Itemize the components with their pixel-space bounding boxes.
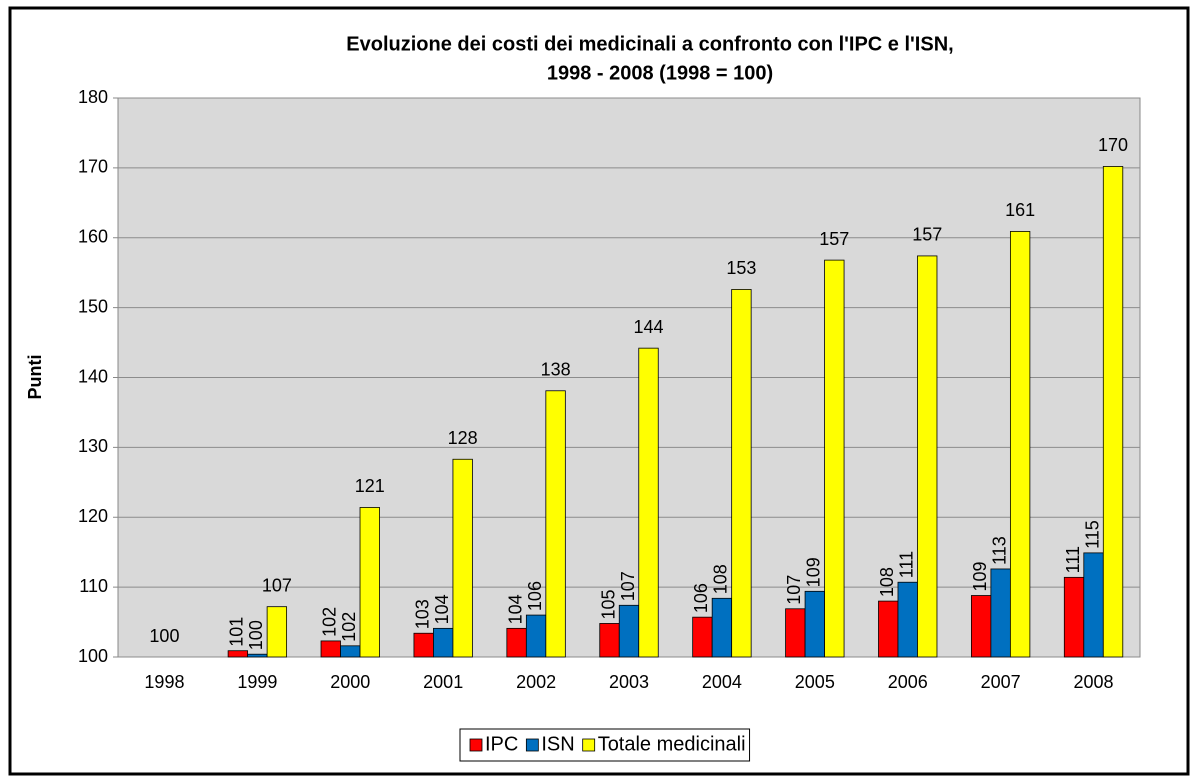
data-label: 121 [355,476,385,496]
bar [970,595,992,658]
bar [1102,166,1124,658]
bar [897,581,918,658]
data-label: 109 [804,557,824,587]
data-label: 161 [1005,200,1035,220]
data-label: 144 [633,317,663,337]
bar [1083,552,1104,658]
bar [433,627,454,658]
data-label: 102 [320,607,340,637]
chart-subtitle: 1998 - 2008 (1998 = 100) [547,62,773,84]
data-label: 105 [598,589,618,619]
data-label: 107 [784,575,804,605]
bar [1009,231,1031,658]
legend-label: IPC [485,733,518,755]
data-label: 157 [912,225,942,245]
y-tick-label: 170 [78,157,108,177]
y-tick-label: 130 [78,436,108,456]
y-tick-label: 160 [78,227,108,247]
data-label: 106 [525,581,545,611]
y-axis-label: Punti [25,355,45,400]
data-label: 101 [227,617,247,647]
bar [320,640,341,658]
x-tick-label: 2007 [981,672,1021,692]
bar [711,597,733,658]
data-label: 115 [1082,520,1102,549]
data-label: 102 [339,612,359,642]
chart-title: Evoluzione dei costi dei medicinali a co… [346,33,953,55]
bar [990,568,1011,658]
legend-label: ISN [541,733,574,755]
bar [359,507,380,658]
bar [452,458,473,658]
data-label: 128 [448,428,478,448]
bar [506,627,527,658]
x-tick-label: 2001 [423,672,463,692]
data-label: 108 [877,567,897,597]
data-label: 106 [691,583,711,613]
data-label: 104 [505,594,525,624]
data-label: 100 [246,620,266,650]
bar [878,600,899,658]
legend-swatch [582,738,596,752]
bar [266,606,288,658]
bar [545,390,566,658]
bar [917,255,938,658]
data-label: 104 [432,594,452,624]
x-tick-label: 2004 [702,672,742,692]
y-tick-label: 140 [78,366,108,386]
y-tick-label: 120 [78,506,108,526]
legend-swatch [525,738,539,752]
bar [731,289,752,658]
data-label: 153 [726,258,756,278]
data-label: 170 [1098,135,1128,155]
y-tick-label: 100 [78,646,108,666]
y-tick-label: 110 [79,576,108,596]
x-tick-label: 2002 [516,672,556,692]
data-label: 107 [262,575,292,595]
x-tick-label: 2000 [330,672,370,692]
x-tick-label: 2006 [888,672,928,692]
data-label: 109 [970,561,990,591]
y-tick-label: 150 [78,296,108,316]
bar [413,632,434,658]
x-tick-label: 2008 [1074,672,1114,692]
y-tick-label: 180 [78,87,108,107]
legend-label: Totale medicinali [598,733,746,755]
legend-swatch [469,738,483,752]
x-tick-label: 2005 [795,672,835,692]
data-label: 111 [1063,546,1083,573]
bar [340,645,361,658]
bar [1063,576,1085,658]
data-label: 103 [412,599,432,629]
x-tick-label: 1999 [237,672,277,692]
data-label: 113 [989,536,1009,565]
data-label: 108 [711,564,731,594]
data-label: 100 [149,626,179,646]
data-label: 138 [541,360,571,380]
data-label: 111 [896,551,916,578]
bar [692,616,713,658]
data-label: 107 [618,571,638,601]
bar [804,590,825,658]
bar [618,604,640,658]
bar [247,653,268,658]
bar [599,623,620,658]
legend-box [459,728,751,762]
bar [227,650,249,658]
bar [638,347,659,658]
bar [824,259,845,658]
bar [525,614,547,658]
x-tick-label: 2003 [609,672,649,692]
data-label: 157 [819,229,849,249]
x-tick-label: 1998 [144,672,184,692]
bar [785,608,806,658]
